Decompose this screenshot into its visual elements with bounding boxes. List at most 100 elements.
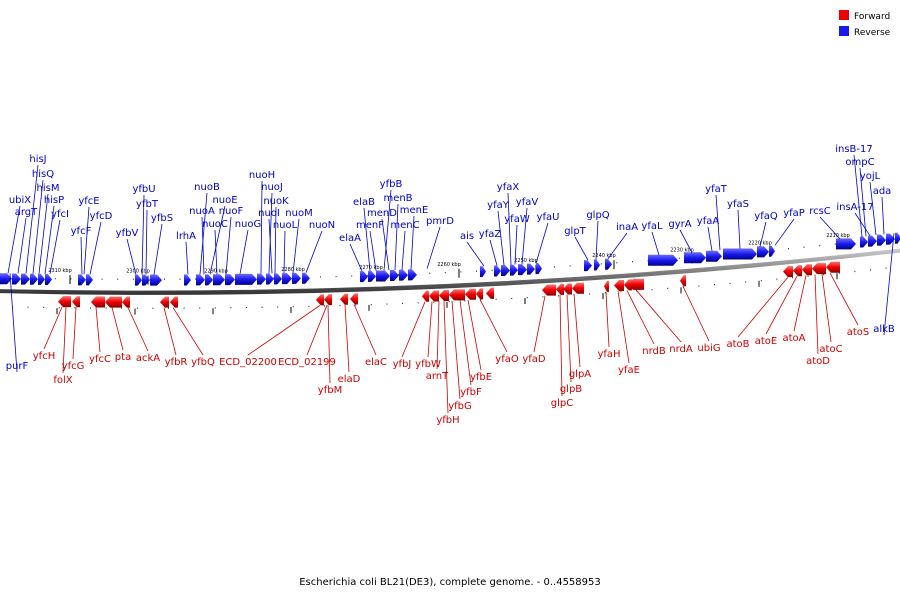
gene-label-atos[interactable]: atoS bbox=[847, 327, 870, 338]
gene-label-ecd-02200[interactable]: ECD_02200 bbox=[219, 357, 277, 368]
reverse-gene-arrow[interactable] bbox=[142, 274, 150, 286]
reverse-gene-arrow[interactable] bbox=[706, 250, 722, 262]
reverse-gene-arrow[interactable] bbox=[135, 274, 142, 286]
reverse-gene-arrow[interactable] bbox=[368, 270, 376, 282]
reverse-gene-arrow[interactable] bbox=[480, 266, 486, 278]
gene-label-acka[interactable]: ackA bbox=[136, 353, 160, 364]
gene-label-hisq[interactable]: hisQ bbox=[32, 169, 54, 180]
reverse-gene-arrow[interactable] bbox=[225, 274, 235, 286]
gene-label-atod[interactable]: atoD bbox=[806, 356, 830, 367]
reverse-gene-arrow[interactable] bbox=[21, 273, 30, 285]
gene-label-nuog[interactable]: nuoG bbox=[235, 219, 262, 230]
reverse-gene-arrow[interactable] bbox=[213, 274, 225, 286]
gene-label-yfaa[interactable]: yfaA bbox=[697, 216, 720, 227]
gene-label-yfbt[interactable]: yfbT bbox=[136, 199, 159, 210]
gene-label-yfbm[interactable]: yfbM bbox=[318, 385, 342, 396]
reverse-gene-arrow[interactable] bbox=[86, 274, 93, 286]
reverse-gene-arrow[interactable] bbox=[877, 234, 886, 246]
forward-gene-arrow[interactable] bbox=[105, 296, 122, 308]
reverse-gene-arrow[interactable] bbox=[30, 273, 38, 285]
gene-label-yfcg[interactable]: yfcG bbox=[62, 361, 85, 372]
gene-label-yfcf[interactable]: yfcF bbox=[71, 226, 92, 237]
gene-label-elac[interactable]: elaC bbox=[365, 357, 387, 368]
gene-label-yfax[interactable]: yfaX bbox=[497, 182, 520, 193]
forward-gene-arrow[interactable] bbox=[439, 290, 449, 302]
gene-label-atoc[interactable]: atoC bbox=[819, 344, 842, 355]
forward-gene-arrow[interactable] bbox=[488, 287, 494, 299]
gene-label-menb[interactable]: menB bbox=[383, 193, 412, 204]
reverse-gene-arrow[interactable] bbox=[150, 274, 162, 286]
gene-label-menf[interactable]: menF bbox=[356, 220, 384, 231]
reverse-gene-arrow[interactable] bbox=[895, 232, 900, 244]
reverse-gene-arrow[interactable] bbox=[769, 245, 775, 257]
reverse-gene-arrow[interactable] bbox=[257, 273, 266, 285]
gene-label-atoe[interactable]: atoE bbox=[755, 336, 778, 347]
gene-label-alkb[interactable]: alkB bbox=[873, 324, 895, 335]
reverse-gene-arrow[interactable] bbox=[868, 235, 877, 247]
gene-label-lrha[interactable]: lrhA bbox=[176, 231, 196, 242]
gene-label-yfch[interactable]: yfcH bbox=[33, 351, 55, 362]
gene-label-glpt[interactable]: glpT bbox=[564, 226, 586, 237]
gene-label-ompc[interactable]: ompC bbox=[845, 157, 874, 168]
forward-gene-arrow[interactable] bbox=[449, 289, 465, 301]
gene-label-yfal[interactable]: yfaL bbox=[641, 221, 663, 232]
gene-label-pta[interactable]: pta bbox=[115, 352, 131, 363]
reverse-gene-arrow[interactable] bbox=[205, 274, 213, 286]
reverse-gene-arrow[interactable] bbox=[376, 270, 390, 282]
gene-label-yfah[interactable]: yfaH bbox=[597, 349, 620, 360]
forward-gene-arrow[interactable] bbox=[556, 283, 564, 295]
gene-label-elad[interactable]: elaD bbox=[338, 374, 361, 385]
gene-label-yfat[interactable]: yfaT bbox=[705, 184, 728, 195]
gene-label-yfbb[interactable]: yfbB bbox=[380, 179, 403, 190]
forward-gene-arrow[interactable] bbox=[160, 296, 169, 308]
gene-label-yfaz[interactable]: yfaZ bbox=[479, 229, 502, 240]
gene-label-nuon[interactable]: nuoN bbox=[309, 220, 335, 231]
gene-label-hism[interactable]: hisM bbox=[37, 183, 60, 194]
forward-gene-arrow[interactable] bbox=[628, 278, 644, 290]
gene-label-yfcd[interactable]: yfcD bbox=[90, 211, 113, 222]
gene-label-nuoc[interactable]: nuoC bbox=[202, 219, 228, 230]
gene-label-yfce[interactable]: yfcE bbox=[78, 196, 99, 207]
gene-label-hisj[interactable]: hisJ bbox=[29, 154, 46, 165]
forward-gene-arrow[interactable] bbox=[170, 296, 178, 308]
reverse-gene-arrow[interactable] bbox=[390, 270, 399, 282]
gene-label-yfbe[interactable]: yfbE bbox=[470, 372, 492, 383]
gene-label-nuoi[interactable]: nuoI bbox=[258, 208, 280, 219]
reverse-gene-arrow[interactable] bbox=[235, 273, 257, 285]
reverse-gene-arrow[interactable] bbox=[12, 273, 21, 285]
gene-label-nuof[interactable]: nuoF bbox=[219, 206, 244, 217]
forward-gene-arrow[interactable] bbox=[316, 294, 324, 306]
gene-label-folx[interactable]: folX bbox=[53, 375, 72, 386]
forward-gene-arrow[interactable] bbox=[350, 293, 358, 305]
forward-gene-arrow[interactable] bbox=[122, 296, 130, 308]
forward-gene-arrow[interactable] bbox=[476, 288, 483, 300]
gene-label-nuoa[interactable]: nuoA bbox=[189, 206, 215, 217]
gene-label-insa-17[interactable]: insA-17 bbox=[836, 202, 873, 213]
gene-label-yfay[interactable]: yfaY bbox=[487, 200, 510, 211]
forward-gene-arrow[interactable] bbox=[793, 265, 802, 277]
gene-label-ubig[interactable]: ubiG bbox=[697, 343, 720, 354]
reverse-gene-arrow[interactable] bbox=[886, 233, 895, 245]
gene-label-insb-17[interactable]: insB-17 bbox=[835, 144, 873, 155]
gene-label-yfci[interactable]: yfcI bbox=[51, 209, 69, 220]
gene-label-ais[interactable]: ais bbox=[460, 231, 474, 242]
gene-label-gyra[interactable]: gyrA bbox=[668, 219, 691, 230]
gene-label-yfaw[interactable]: yfaW bbox=[504, 214, 530, 225]
reverse-gene-arrow[interactable] bbox=[360, 271, 368, 283]
forward-gene-arrow[interactable] bbox=[604, 280, 609, 292]
gene-label-mend[interactable]: menD bbox=[367, 208, 397, 219]
reverse-gene-arrow[interactable] bbox=[584, 260, 592, 272]
gene-label-purf[interactable]: purF bbox=[6, 361, 29, 372]
reverse-gene-arrow[interactable] bbox=[184, 274, 191, 286]
reverse-gene-arrow[interactable] bbox=[594, 259, 600, 271]
reverse-gene-arrow[interactable] bbox=[536, 263, 542, 275]
gene-label-nuoh[interactable]: nuoH bbox=[249, 170, 275, 181]
reverse-gene-arrow[interactable] bbox=[45, 273, 52, 285]
forward-gene-arrow[interactable] bbox=[324, 294, 332, 306]
reverse-gene-arrow[interactable] bbox=[723, 248, 757, 260]
reverse-gene-arrow[interactable] bbox=[518, 264, 527, 276]
reverse-gene-arrow[interactable] bbox=[292, 272, 301, 284]
gene-label-yfbu[interactable]: yfbU bbox=[132, 184, 155, 195]
gene-label-glpb[interactable]: glpB bbox=[560, 384, 582, 395]
forward-gene-arrow[interactable] bbox=[572, 282, 584, 294]
